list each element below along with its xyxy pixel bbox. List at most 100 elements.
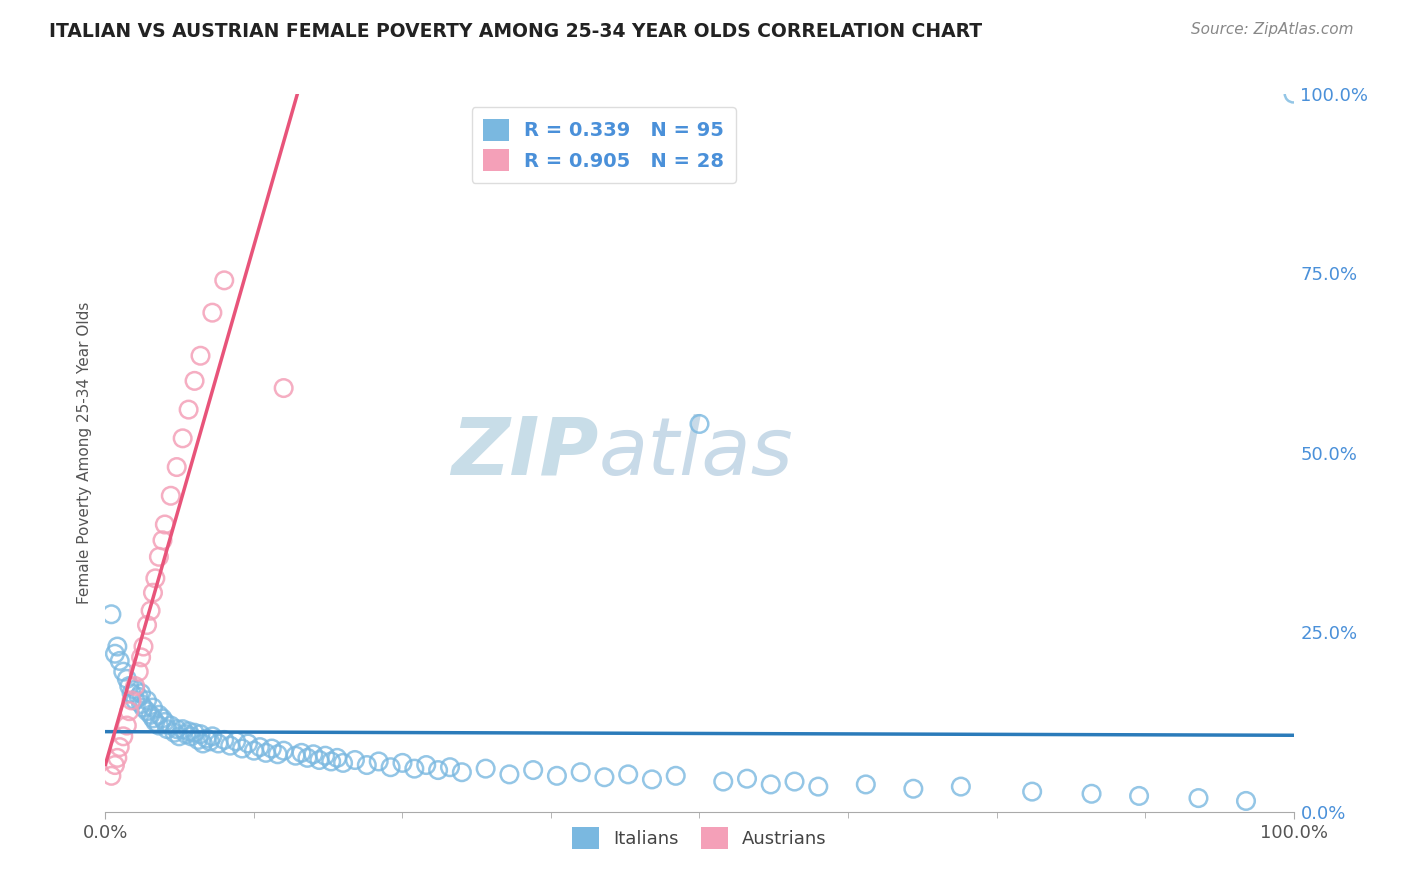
Point	[139, 707, 162, 722]
Point	[214, 273, 236, 287]
Point	[159, 718, 181, 732]
Point	[105, 751, 128, 765]
Point	[115, 672, 138, 686]
Point	[156, 722, 179, 736]
Point	[100, 607, 122, 622]
Point	[290, 746, 312, 760]
Point	[142, 711, 165, 725]
Point	[308, 753, 330, 767]
Point	[367, 755, 389, 769]
Point	[105, 640, 128, 654]
Point	[148, 718, 170, 732]
Point	[187, 733, 209, 747]
Point	[190, 349, 212, 363]
Point	[121, 693, 143, 707]
Point	[152, 533, 174, 548]
Point	[136, 618, 159, 632]
Point	[617, 767, 640, 781]
Point	[474, 762, 496, 776]
Point	[450, 765, 472, 780]
Point	[219, 739, 242, 753]
Point	[711, 774, 734, 789]
Point	[231, 741, 253, 756]
Point	[128, 690, 150, 704]
Point	[689, 417, 711, 431]
Point	[314, 748, 336, 763]
Point	[1234, 794, 1257, 808]
Point	[593, 770, 616, 784]
Point	[1282, 87, 1305, 101]
Point	[243, 744, 266, 758]
Point	[136, 693, 159, 707]
Point	[249, 740, 271, 755]
Point	[153, 517, 176, 532]
Point	[174, 727, 197, 741]
Point	[302, 747, 325, 762]
Point	[949, 780, 972, 794]
Point	[190, 727, 212, 741]
Text: Source: ZipAtlas.com: Source: ZipAtlas.com	[1191, 22, 1354, 37]
Point	[132, 700, 155, 714]
Point	[166, 460, 188, 475]
Point	[201, 306, 224, 320]
Point	[191, 737, 214, 751]
Point	[1080, 787, 1102, 801]
Point	[522, 763, 544, 777]
Point	[284, 748, 307, 763]
Point	[115, 718, 138, 732]
Point	[118, 704, 141, 718]
Point	[139, 604, 162, 618]
Point	[100, 769, 122, 783]
Point	[118, 679, 141, 693]
Point	[132, 640, 155, 654]
Point	[177, 402, 200, 417]
Point	[148, 707, 170, 722]
Point	[112, 665, 135, 679]
Point	[124, 693, 146, 707]
Text: atlas: atlas	[599, 414, 793, 491]
Point	[129, 650, 152, 665]
Point	[129, 686, 152, 700]
Point	[236, 737, 259, 751]
Point	[177, 724, 200, 739]
Point	[273, 744, 295, 758]
Point	[380, 760, 402, 774]
Point	[180, 729, 202, 743]
Text: ITALIAN VS AUSTRIAN FEMALE POVERTY AMONG 25-34 YEAR OLDS CORRELATION CHART: ITALIAN VS AUSTRIAN FEMALE POVERTY AMONG…	[49, 22, 983, 41]
Point	[143, 571, 166, 585]
Point	[183, 725, 205, 739]
Point	[108, 740, 131, 755]
Point	[124, 679, 146, 693]
Legend: Italians, Austrians: Italians, Austrians	[565, 820, 834, 856]
Point	[254, 746, 277, 760]
Point	[807, 780, 830, 794]
Point	[104, 758, 127, 772]
Point	[129, 697, 152, 711]
Point	[297, 751, 319, 765]
Point	[665, 769, 688, 783]
Point	[195, 731, 218, 746]
Point	[104, 647, 127, 661]
Point	[152, 711, 174, 725]
Point	[641, 772, 664, 787]
Point	[546, 769, 568, 783]
Point	[415, 758, 437, 772]
Point	[855, 777, 877, 791]
Point	[273, 381, 295, 395]
Point	[1187, 791, 1209, 805]
Point	[136, 704, 159, 718]
Point	[903, 781, 925, 796]
Point	[225, 734, 247, 748]
Point	[172, 722, 194, 736]
Point	[124, 682, 146, 697]
Point	[166, 722, 188, 736]
Point	[321, 755, 343, 769]
Point	[167, 729, 190, 743]
Point	[1128, 789, 1150, 803]
Point	[260, 741, 283, 756]
Text: ZIP: ZIP	[451, 414, 599, 491]
Point	[391, 756, 413, 770]
Point	[207, 737, 229, 751]
Point	[163, 725, 186, 739]
Point	[404, 762, 426, 776]
